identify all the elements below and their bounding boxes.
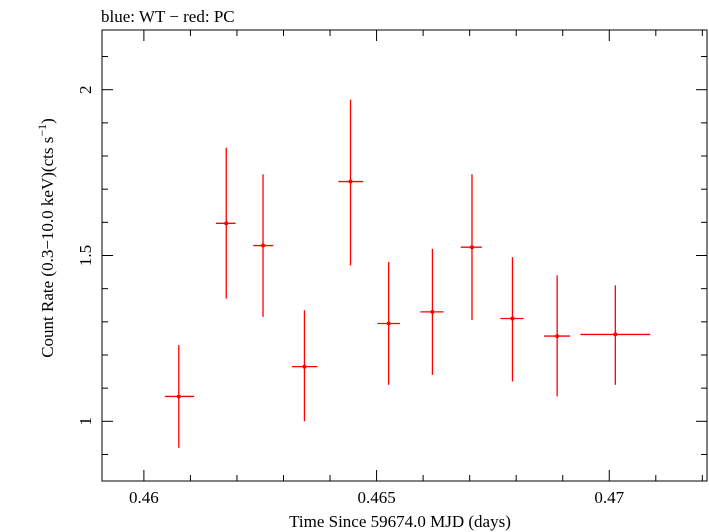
x-tick-label: 0.47 xyxy=(594,488,624,507)
point-marker xyxy=(386,321,391,326)
y-tick-label: 1 xyxy=(76,417,95,426)
y-axis-label-end: ) xyxy=(38,118,57,124)
point-marker xyxy=(348,179,353,184)
x-tick-label: 0.465 xyxy=(357,488,395,507)
data-point xyxy=(338,99,364,266)
data-point xyxy=(420,248,444,375)
data-point xyxy=(377,262,400,385)
point-marker xyxy=(261,243,266,248)
point-marker xyxy=(510,316,515,321)
point-marker xyxy=(176,394,181,399)
plot-axes: 0.46 0.465 0.47 1 1.5 2 xyxy=(76,29,708,507)
point-marker xyxy=(302,364,307,369)
data-point xyxy=(164,345,195,448)
y-axis-label-main: Count Rate (0.3−10.0 keV)(cts s xyxy=(38,137,57,358)
point-marker xyxy=(430,309,435,314)
point-marker xyxy=(469,245,474,250)
data-point xyxy=(291,310,318,422)
data-point xyxy=(216,147,236,299)
x-tick-label: 0.46 xyxy=(129,488,159,507)
y-tick-label: 2 xyxy=(76,85,95,94)
point-marker xyxy=(613,332,618,337)
y-tick-label: 1.5 xyxy=(76,245,95,266)
data-point xyxy=(253,174,274,317)
point-marker xyxy=(224,221,229,226)
y-axis-label: Count Rate (0.3−10.0 keV)(cts s−1) xyxy=(35,118,57,358)
chart-title: blue: WT − red: PC xyxy=(101,7,235,26)
data-point xyxy=(460,174,482,321)
data-point xyxy=(544,275,571,397)
data-point xyxy=(580,285,651,385)
plot-frame xyxy=(101,29,708,482)
x-axis-label: Time Since 59674.0 MJD (days) xyxy=(289,512,511,531)
point-marker xyxy=(555,334,560,339)
data-point xyxy=(500,257,524,382)
y-axis-label-superscript: −1 xyxy=(35,124,49,137)
data-points xyxy=(164,99,651,448)
